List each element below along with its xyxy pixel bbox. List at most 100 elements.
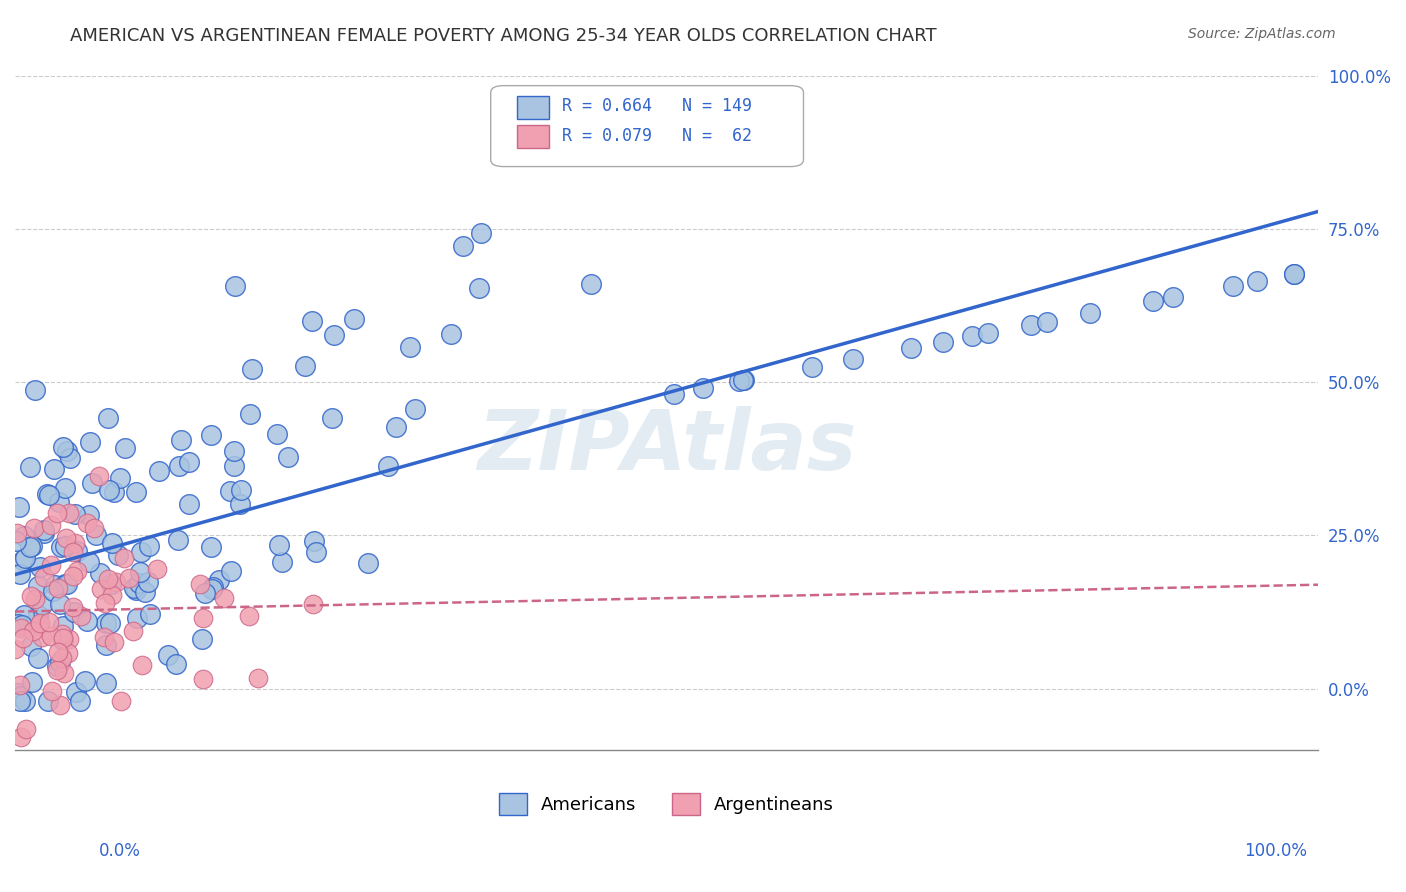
Argentineans <box>34 570 56 584</box>
Americans <box>98 483 121 497</box>
Americans <box>177 455 200 469</box>
Americans <box>34 523 56 537</box>
Americans <box>27 651 49 665</box>
Americans <box>976 326 998 341</box>
Argentineans <box>70 609 93 624</box>
Americans <box>221 565 243 579</box>
Argentineans <box>6 525 28 540</box>
Americans <box>201 582 224 596</box>
Americans <box>49 540 72 554</box>
Americans <box>10 689 32 703</box>
Americans <box>1019 318 1042 332</box>
Argentineans <box>4 641 27 656</box>
Argentineans <box>191 672 214 686</box>
Americans <box>27 579 49 593</box>
Americans <box>38 488 60 502</box>
Americans <box>59 450 82 465</box>
Americans <box>228 497 250 511</box>
Americans <box>377 458 399 473</box>
Americans <box>451 238 474 252</box>
Americans <box>89 566 111 580</box>
Americans <box>960 329 983 343</box>
Argentineans <box>20 589 42 603</box>
Argentineans <box>30 616 52 631</box>
Americans <box>194 585 217 599</box>
Americans <box>128 575 150 590</box>
Argentineans <box>97 572 120 586</box>
Argentineans <box>24 591 46 606</box>
Americans <box>1078 306 1101 320</box>
Americans <box>900 341 922 355</box>
Argentineans <box>46 581 69 595</box>
Text: 100.0%: 100.0% <box>1244 842 1308 860</box>
Americans <box>108 471 131 485</box>
Argentineans <box>49 698 72 712</box>
Americans <box>21 674 44 689</box>
Argentineans <box>62 569 84 583</box>
FancyBboxPatch shape <box>491 86 803 167</box>
Americans <box>77 555 100 569</box>
Americans <box>14 694 37 708</box>
Argentineans <box>38 615 60 629</box>
Argentineans <box>90 582 112 596</box>
Americans <box>8 500 31 514</box>
Americans <box>170 433 193 447</box>
Americans <box>733 373 755 387</box>
Americans <box>129 566 152 580</box>
Argentineans <box>302 597 325 611</box>
Argentineans <box>118 572 141 586</box>
Americans <box>103 485 125 500</box>
Americans <box>35 487 58 501</box>
Americans <box>52 619 75 633</box>
Americans <box>1284 267 1306 281</box>
Americans <box>124 581 146 595</box>
Americans <box>46 659 69 673</box>
Argentineans <box>52 631 75 645</box>
Text: ZIPAtlas: ZIPAtlas <box>477 406 856 487</box>
Argentineans <box>76 516 98 531</box>
Argentineans <box>58 632 80 647</box>
Americans <box>10 690 32 705</box>
Americans <box>294 359 316 373</box>
Americans <box>167 458 190 473</box>
Americans <box>14 550 37 565</box>
Argentineans <box>122 624 145 638</box>
Americans <box>127 611 149 625</box>
Americans <box>1222 278 1244 293</box>
Americans <box>801 360 824 375</box>
Americans <box>75 673 97 688</box>
Legend: Americans, Argentineans: Americans, Argentineans <box>492 786 841 822</box>
Americans <box>208 574 231 588</box>
Americans <box>125 484 148 499</box>
Americans <box>56 444 79 458</box>
Americans <box>138 540 160 554</box>
Americans <box>18 540 41 554</box>
Americans <box>20 459 42 474</box>
Americans <box>98 615 121 630</box>
Americans <box>44 578 66 592</box>
Text: 0.0%: 0.0% <box>98 842 141 860</box>
Argentineans <box>191 611 214 625</box>
Americans <box>1246 274 1268 288</box>
Americans <box>76 615 98 629</box>
Argentineans <box>131 658 153 673</box>
Americans <box>32 525 55 540</box>
Americans <box>728 374 751 388</box>
Argentineans <box>41 684 63 698</box>
Americans <box>28 560 51 574</box>
Argentineans <box>66 564 89 578</box>
Americans <box>200 541 222 555</box>
Americans <box>1036 315 1059 329</box>
Americans <box>48 495 70 509</box>
Argentineans <box>39 517 62 532</box>
Americans <box>384 419 406 434</box>
Americans <box>100 576 122 591</box>
Americans <box>56 577 79 591</box>
Argentineans <box>11 631 34 645</box>
Americans <box>1161 290 1184 304</box>
Americans <box>107 549 129 563</box>
Americans <box>77 508 100 522</box>
Argentineans <box>58 506 80 520</box>
Americans <box>37 694 59 708</box>
Americans <box>13 529 35 543</box>
